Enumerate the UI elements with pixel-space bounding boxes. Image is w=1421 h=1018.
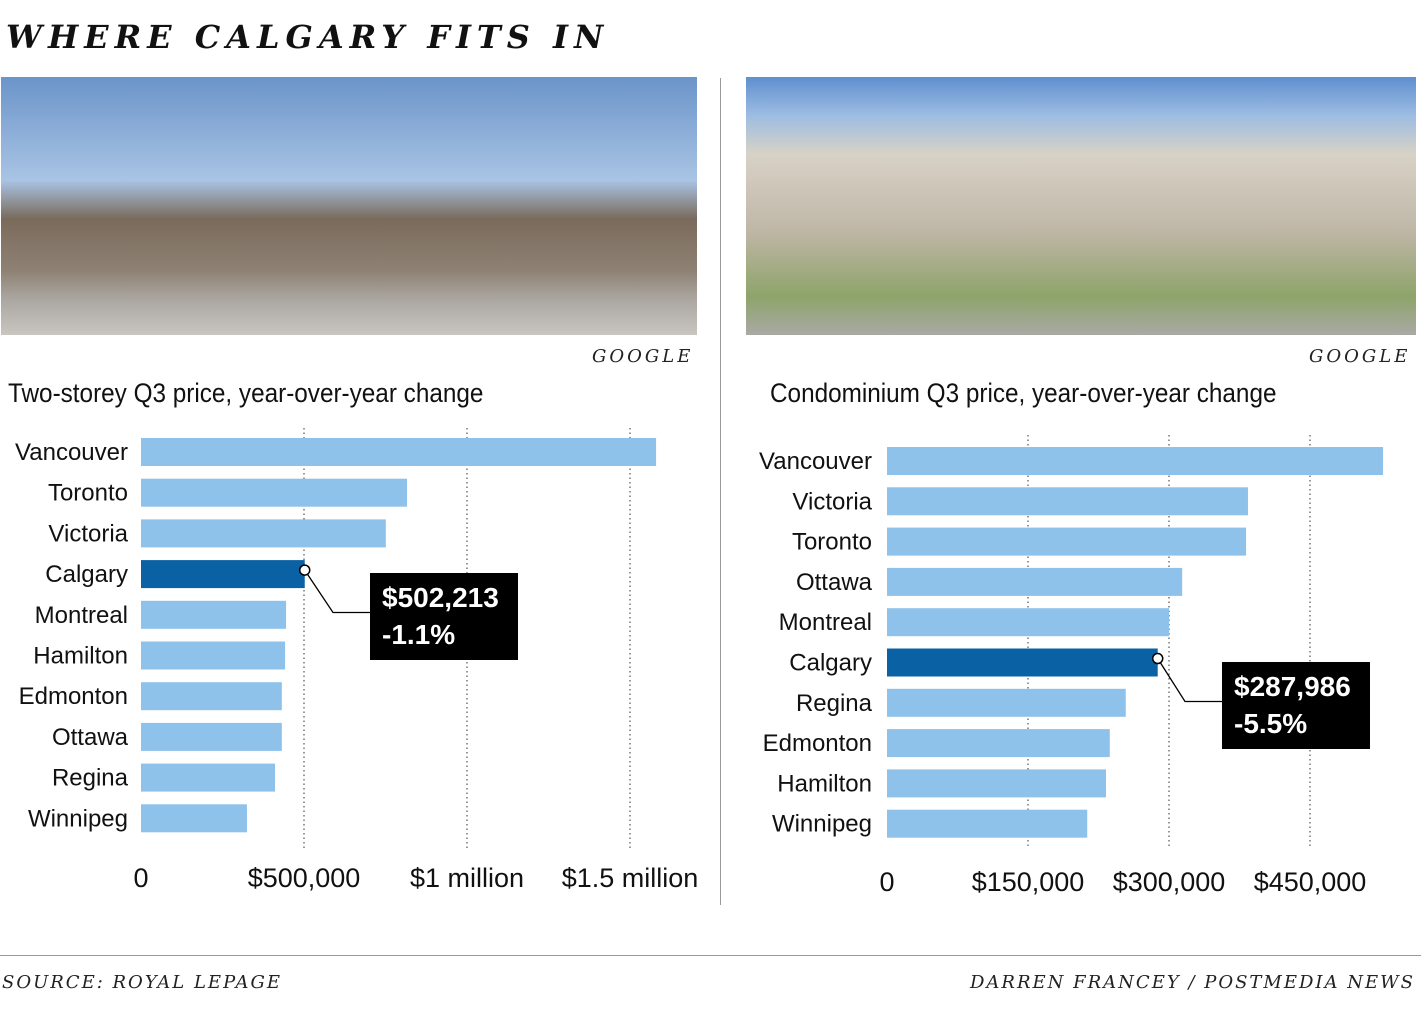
category-label: Vancouver — [15, 439, 128, 466]
bar-montreal — [141, 600, 287, 629]
x-tick-label: $1.5 million — [562, 863, 699, 893]
category-label: Hamilton — [33, 643, 128, 670]
bar-toronto — [141, 478, 408, 507]
x-tick-label: $150,000 — [972, 867, 1085, 897]
category-label: Montreal — [35, 602, 128, 629]
page-title: WHERE CALGARY FITS IN — [6, 18, 610, 56]
bar-hamilton — [141, 641, 286, 670]
category-label: Edmonton — [19, 683, 128, 710]
chart-title-two-storey: Two-storey Q3 price, year-over-year chan… — [8, 378, 484, 408]
category-label: Winnipeg — [28, 805, 128, 832]
callout-box — [370, 573, 518, 660]
bar-vancouver — [141, 438, 657, 466]
x-tick-label: 0 — [133, 863, 148, 893]
x-tick-label: $450,000 — [1254, 867, 1367, 897]
category-label: Calgary — [789, 650, 872, 677]
column-divider — [720, 78, 721, 905]
callout-box — [1222, 662, 1370, 749]
photo-two-storey-houses — [1, 77, 697, 335]
photo-credit-right: GOOGLE — [1309, 346, 1411, 367]
byline: DARREN FRANCEY / POSTMEDIA NEWS — [969, 972, 1415, 993]
category-label: Toronto — [48, 480, 128, 507]
chart-title-condominium: Condominium Q3 price, year-over-year cha… — [770, 378, 1277, 408]
category-label: Calgary — [45, 561, 128, 588]
category-label: Regina — [796, 690, 873, 717]
callout-dot — [1151, 652, 1164, 665]
bar-hamilton — [887, 769, 1107, 798]
photo-credit-left: GOOGLE — [592, 346, 694, 367]
bar-winnipeg — [887, 809, 1088, 838]
bar-victoria — [141, 519, 386, 548]
bar-regina — [887, 688, 1126, 717]
bar-ottawa — [141, 722, 282, 751]
category-label: Toronto — [792, 529, 872, 556]
category-label: Victoria — [48, 520, 128, 547]
category-label: Ottawa — [52, 724, 129, 751]
callout-price: $502,213 — [382, 582, 499, 613]
bar-vancouver — [887, 447, 1384, 475]
bar-winnipeg — [141, 804, 247, 833]
x-tick-label: 0 — [879, 867, 894, 897]
category-label: Montreal — [779, 609, 872, 636]
category-label: Hamilton — [777, 770, 872, 797]
category-label: Vancouver — [759, 448, 872, 475]
callout-leader-line — [1157, 658, 1222, 703]
x-tick-label: $300,000 — [1113, 867, 1226, 897]
source-note: SOURCE: ROYAL LEPAGE — [2, 972, 283, 993]
bar-ottawa — [887, 567, 1183, 596]
footer-divider — [0, 955, 1421, 956]
bar-toronto — [887, 527, 1247, 556]
bar-calgary — [141, 560, 305, 589]
bar-victoria — [887, 487, 1248, 516]
bar-edmonton — [887, 729, 1110, 758]
category-label: Victoria — [792, 488, 872, 515]
x-tick-label: $500,000 — [248, 863, 361, 893]
category-label: Ottawa — [796, 569, 873, 596]
callout-price: $287,986 — [1234, 671, 1351, 702]
bar-montreal — [887, 608, 1169, 637]
callout-leader-line — [304, 569, 370, 614]
category-label: Regina — [52, 765, 129, 792]
callout-change: -1.1% — [382, 619, 455, 650]
photo-condominium — [746, 77, 1416, 335]
bar-edmonton — [141, 682, 282, 711]
category-label: Edmonton — [763, 730, 872, 757]
category-label: Winnipeg — [772, 811, 872, 838]
callout-change: -5.5% — [1234, 708, 1307, 739]
x-tick-label: $1 million — [410, 863, 524, 893]
bar-calgary — [887, 648, 1158, 677]
bar-regina — [141, 763, 275, 792]
callout-dot — [298, 564, 311, 576]
